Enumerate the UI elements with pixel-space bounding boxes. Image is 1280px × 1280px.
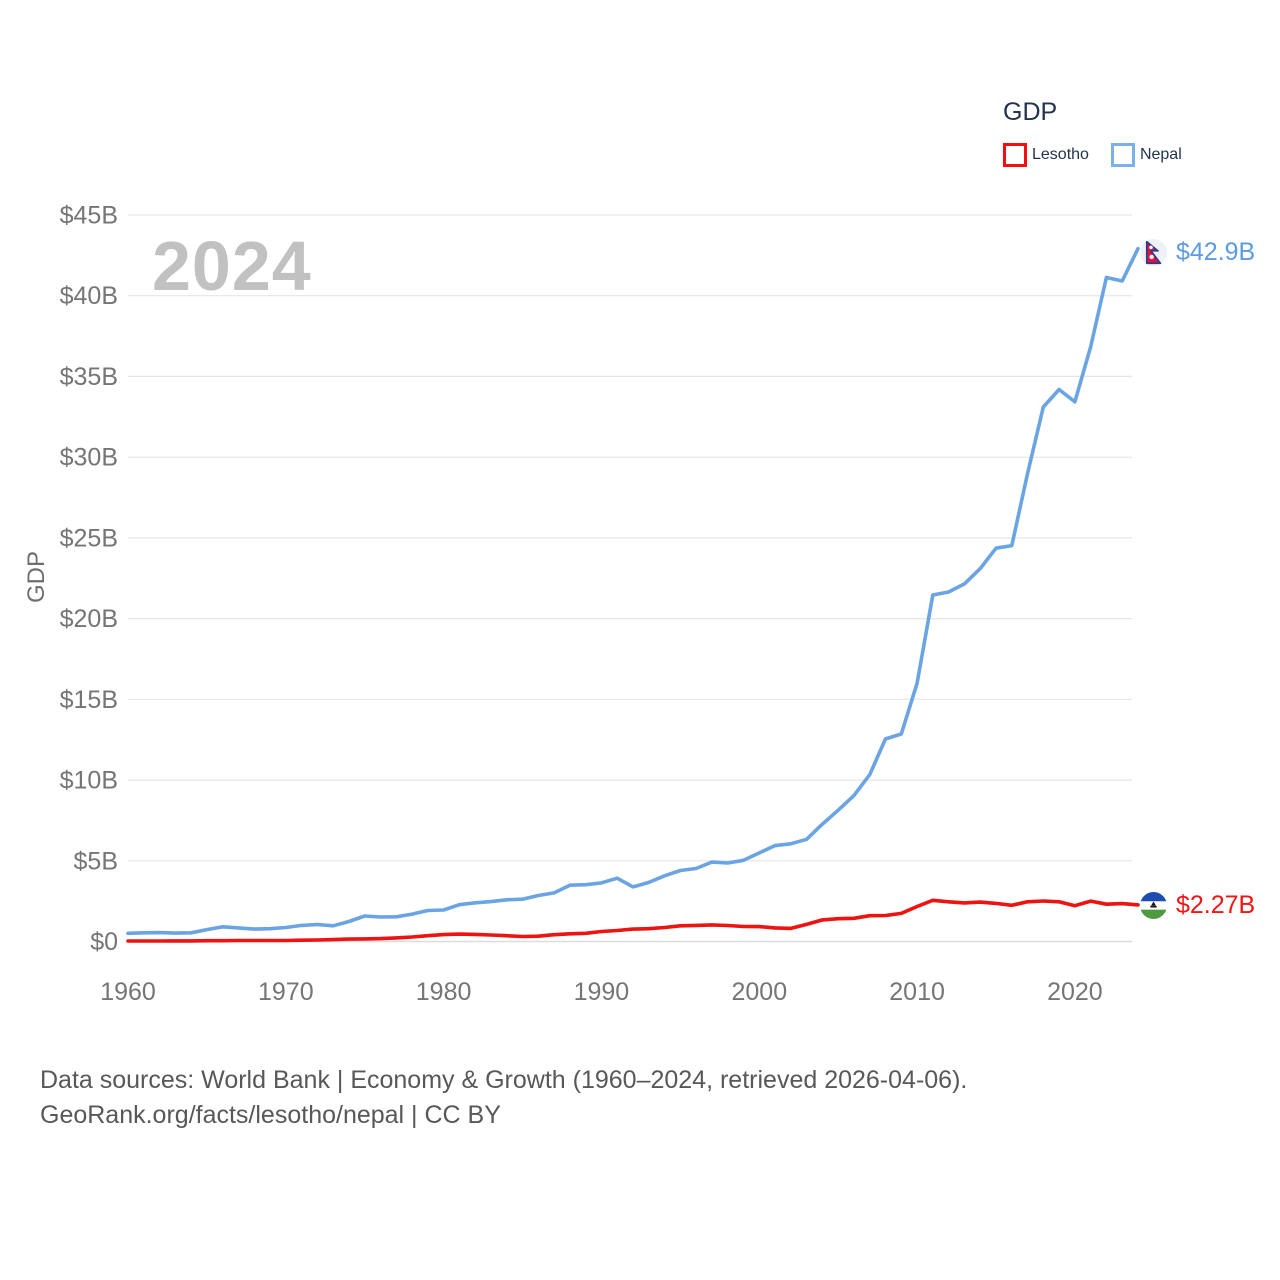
lesotho-line[interactable] bbox=[126, 898, 1140, 943]
lesotho-end-value-label: $2.27B bbox=[1176, 891, 1256, 919]
footer-license-line: GeoRank.org/facts/lesotho/nepal | CC BY bbox=[40, 1101, 501, 1129]
x-tick-label: 1970 bbox=[258, 978, 314, 1006]
x-tick-label: 2020 bbox=[1047, 978, 1103, 1006]
nepal-line[interactable] bbox=[126, 246, 1140, 936]
legend-items: Lesotho Nepal bbox=[1003, 143, 1200, 167]
x-tick-label: 1980 bbox=[416, 978, 472, 1006]
y-tick-label: $0 bbox=[90, 928, 118, 956]
nepal-flag-icon bbox=[1140, 239, 1167, 266]
y-tick-label: $10B bbox=[60, 767, 118, 795]
y-tick-label: $45B bbox=[60, 202, 118, 230]
lesotho-flag-icon bbox=[1140, 892, 1167, 919]
gdp-line-chart[interactable]: $0 $5B $10B $15B $20B $25B $30B $35B $40B $45B 196… bbox=[0, 0, 1280, 1040]
x-tick-label: 2010 bbox=[889, 978, 945, 1006]
nepal-end-value-label: $42.9B bbox=[1176, 238, 1256, 266]
y-tick-label: $5B bbox=[74, 847, 118, 875]
y-tick-label: $25B bbox=[60, 524, 118, 552]
x-tick-label: 1960 bbox=[100, 978, 156, 1006]
y-tick-label: $30B bbox=[60, 444, 118, 472]
legend-title: GDP bbox=[1003, 98, 1058, 126]
y-tick-label: $20B bbox=[60, 605, 118, 633]
y-tick-label: $35B bbox=[60, 363, 118, 391]
footer-attribution: Data sources: World Bank | Economy & Gro… bbox=[40, 1063, 967, 1133]
y-tick-label: $15B bbox=[60, 686, 118, 714]
legend-label-lesotho: Lesotho bbox=[1032, 146, 1089, 163]
footer-sources-line: Data sources: World Bank | Economy & Gro… bbox=[40, 1066, 968, 1094]
x-tick-label: 1990 bbox=[574, 978, 630, 1006]
legend-item-nepal[interactable]: Nepal bbox=[1110, 143, 1182, 167]
lesotho-swatch-icon bbox=[1003, 143, 1027, 167]
legend-label-nepal: Nepal bbox=[1139, 146, 1182, 163]
y-tick-label: $40B bbox=[60, 282, 118, 310]
nepal-swatch-icon bbox=[1110, 143, 1135, 167]
x-tick-label: 2000 bbox=[731, 978, 787, 1006]
y-axis-title: GDP bbox=[23, 551, 50, 603]
legend-item-lesotho[interactable]: Lesotho bbox=[1003, 143, 1089, 167]
chart-legend: GDP Lesotho Nepal bbox=[1003, 98, 1200, 167]
